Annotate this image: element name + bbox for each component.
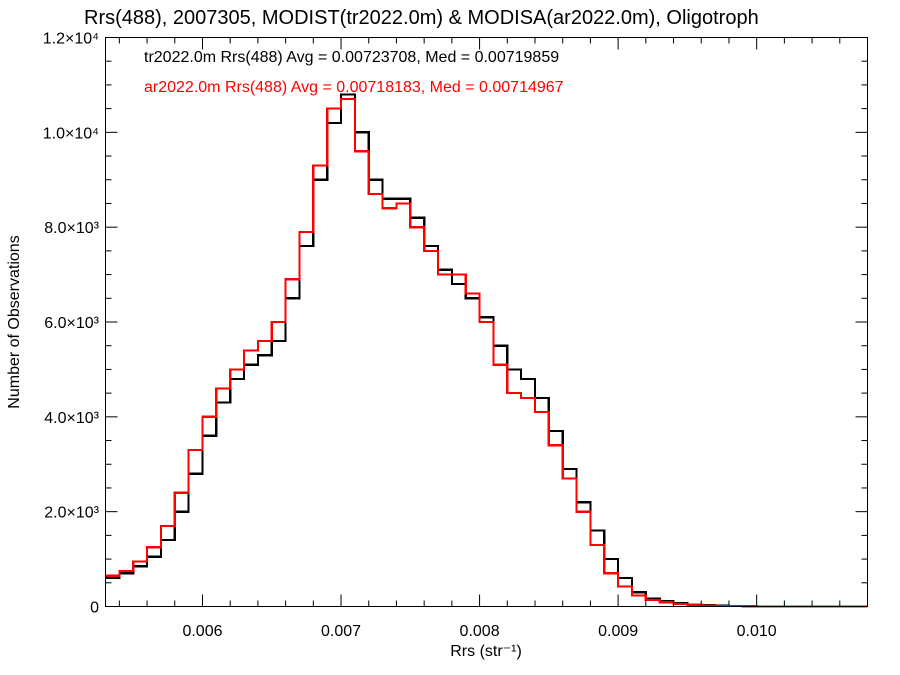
labels-layer: 0.006 0.007 0.008 0.009 0.010 0 2.0×10³ 4.0×10³… — [43, 31, 777, 641]
y-tick-label: 4.0×10³ — [44, 410, 99, 427]
x-tick-label: 0.009 — [598, 623, 638, 640]
y-tick-label: 0 — [90, 600, 99, 617]
x-tick-label: 0.008 — [460, 623, 500, 640]
annotation-tr-stats: tr2022.0m Rrs(488) Avg = 0.00723708, Med… — [144, 49, 559, 66]
x-axis-title: Rrs (str⁻¹) — [450, 643, 522, 660]
x-tick-label: 0.010 — [737, 623, 777, 640]
y-tick-label: 1.0×10⁴ — [43, 125, 99, 142]
y-tick-label: 6.0×10³ — [44, 315, 99, 332]
annotation-ar-stats: ar2022.0m Rrs(488) Avg = 0.00718183, Med… — [144, 79, 564, 96]
y-tick-label: 8.0×10³ — [44, 220, 99, 237]
y-tick-label: 1.2×10⁴ — [43, 31, 99, 48]
x-tick-label: 0.006 — [182, 623, 222, 640]
x-tick-label: 0.007 — [321, 623, 361, 640]
y-axis-title: Number of Observations — [6, 235, 23, 408]
ticks-layer — [105, 37, 868, 607]
chart-title: Rrs(488), 2007305, MODIST(tr2022.0m) & M… — [84, 7, 759, 29]
y-tick-label: 2.0×10³ — [44, 505, 99, 522]
